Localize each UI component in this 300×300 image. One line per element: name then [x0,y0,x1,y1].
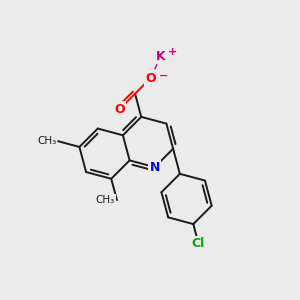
Text: O: O [114,103,125,116]
Text: N: N [149,160,160,174]
Text: O: O [146,72,156,85]
Text: −: − [159,71,168,81]
Text: Cl: Cl [192,237,205,250]
Text: CH₃: CH₃ [96,195,115,205]
Text: K: K [156,50,166,63]
Text: +: + [168,47,177,57]
Text: CH₃: CH₃ [37,136,56,146]
